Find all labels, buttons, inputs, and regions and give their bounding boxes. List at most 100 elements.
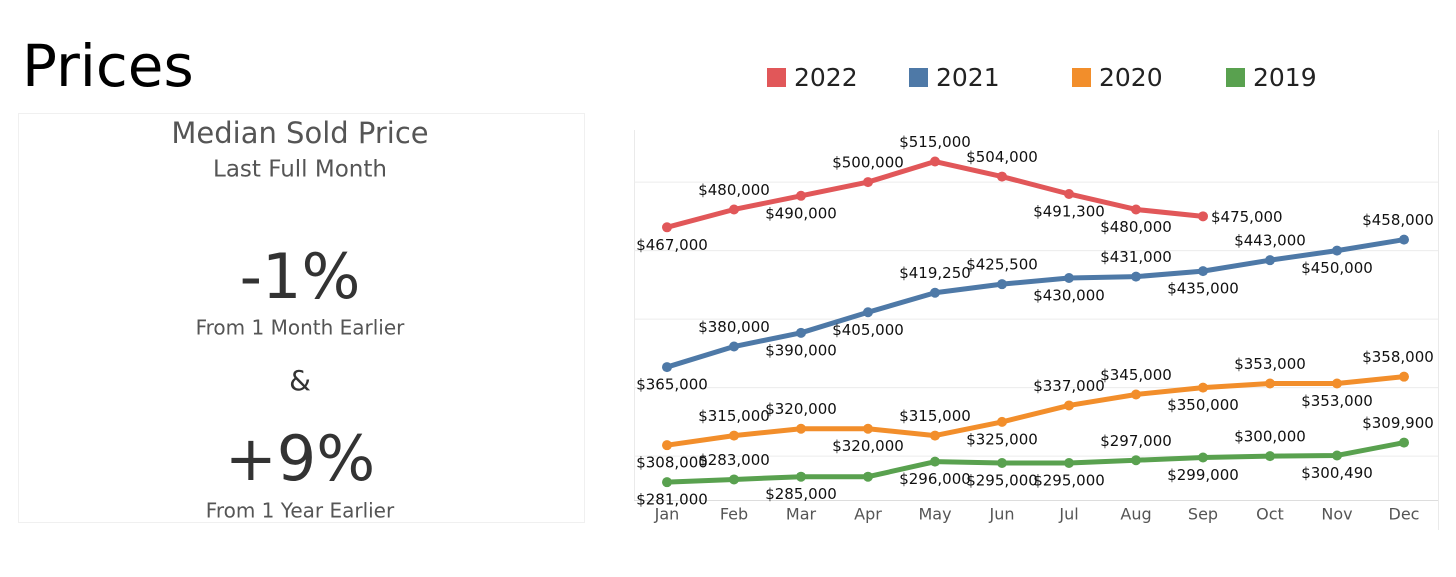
x-tick-label: Jul bbox=[1058, 505, 1078, 524]
point bbox=[1131, 455, 1141, 466]
point bbox=[729, 430, 739, 441]
kpi-subtitle: Last Full Month bbox=[213, 157, 387, 183]
page-title: Prices bbox=[22, 32, 194, 100]
data-label: $480,000 bbox=[1100, 218, 1172, 236]
data-label: $315,000 bbox=[899, 407, 971, 425]
point bbox=[997, 171, 1007, 182]
kpi-separator: & bbox=[289, 364, 311, 397]
data-label: $297,000 bbox=[1100, 432, 1172, 450]
point bbox=[796, 423, 806, 434]
data-label: $320,000 bbox=[832, 437, 904, 455]
series-line bbox=[664, 374, 1407, 448]
data-label: $480,000 bbox=[698, 181, 770, 199]
x-tick-label: Jan bbox=[654, 505, 680, 524]
point bbox=[662, 477, 672, 488]
data-label: $337,000 bbox=[1033, 377, 1105, 395]
point bbox=[863, 471, 873, 482]
data-label: $325,000 bbox=[966, 430, 1038, 448]
point bbox=[1131, 271, 1141, 282]
data-label: $390,000 bbox=[765, 341, 837, 359]
point bbox=[997, 458, 1007, 468]
data-label: $315,000 bbox=[698, 407, 770, 425]
point bbox=[1198, 211, 1208, 222]
data-label: $296,000 bbox=[899, 470, 971, 488]
point bbox=[796, 471, 806, 482]
data-label: $299,000 bbox=[1167, 466, 1239, 484]
data-label: $295,000 bbox=[966, 472, 1038, 490]
point bbox=[930, 456, 940, 467]
point bbox=[930, 287, 940, 298]
legend-swatch bbox=[1226, 68, 1245, 87]
kpi-month-change: -1% bbox=[240, 240, 361, 313]
kpi-month-caption: From 1 Month Earlier bbox=[196, 316, 406, 340]
legend-label: 2022 bbox=[794, 63, 858, 92]
data-label: $308,000 bbox=[636, 454, 708, 472]
data-label: $295,000 bbox=[1033, 472, 1105, 490]
data-label: $491,300 bbox=[1033, 202, 1105, 220]
point bbox=[997, 416, 1007, 427]
data-label: $380,000 bbox=[698, 318, 770, 336]
point bbox=[1332, 378, 1342, 389]
series-line bbox=[664, 237, 1407, 370]
point bbox=[662, 440, 672, 451]
data-label: $283,000 bbox=[698, 451, 770, 469]
kpi-year-change: +9% bbox=[225, 422, 375, 495]
data-label: $504,000 bbox=[966, 148, 1038, 166]
point bbox=[729, 204, 739, 215]
point bbox=[1399, 234, 1409, 245]
x-tick-label: Aug bbox=[1120, 505, 1151, 524]
data-label: $300,490 bbox=[1301, 464, 1373, 482]
point bbox=[1265, 255, 1275, 266]
data-label: $467,000 bbox=[636, 236, 708, 254]
point bbox=[729, 474, 739, 485]
data-label: $500,000 bbox=[832, 154, 904, 172]
data-label: $365,000 bbox=[636, 376, 708, 394]
point bbox=[1332, 245, 1342, 256]
point bbox=[863, 423, 873, 434]
data-label: $425,500 bbox=[966, 256, 1038, 274]
point bbox=[930, 430, 940, 441]
legend-swatch bbox=[1072, 68, 1091, 87]
x-tick-label: Oct bbox=[1256, 505, 1284, 524]
x-tick-label: Sep bbox=[1188, 505, 1218, 524]
data-label: $435,000 bbox=[1167, 280, 1239, 298]
data-label: $431,000 bbox=[1100, 248, 1172, 266]
x-tick-label: Apr bbox=[854, 505, 882, 524]
data-label: $309,900 bbox=[1362, 414, 1434, 432]
point bbox=[662, 222, 672, 233]
legend-swatch bbox=[909, 68, 928, 87]
point bbox=[1198, 452, 1208, 463]
data-label: $490,000 bbox=[765, 204, 837, 222]
point bbox=[1399, 437, 1409, 448]
point bbox=[1064, 188, 1074, 199]
data-label: $430,000 bbox=[1033, 287, 1105, 305]
kpi-year-caption: From 1 Year Earlier bbox=[206, 499, 395, 523]
point bbox=[1399, 371, 1409, 382]
point bbox=[729, 341, 739, 352]
point bbox=[796, 190, 806, 201]
legend-label: 2021 bbox=[936, 63, 1000, 92]
point bbox=[1064, 273, 1074, 283]
point bbox=[1131, 204, 1141, 215]
data-label: $358,000 bbox=[1362, 348, 1434, 366]
data-label: $443,000 bbox=[1234, 232, 1306, 250]
point bbox=[1064, 458, 1074, 468]
kpi-title: Median Sold Price bbox=[171, 116, 428, 150]
x-tick-label: Feb bbox=[720, 505, 748, 524]
data-label: $350,000 bbox=[1167, 396, 1239, 414]
x-tick-label: May bbox=[918, 505, 951, 524]
x-tick-label: Dec bbox=[1389, 505, 1420, 524]
data-label: $405,000 bbox=[832, 321, 904, 339]
x-tick-label: Nov bbox=[1321, 505, 1352, 524]
kpi-card bbox=[18, 113, 585, 523]
x-tick-label: Mar bbox=[786, 505, 817, 524]
point bbox=[863, 307, 873, 318]
point bbox=[1332, 450, 1342, 461]
point bbox=[1265, 451, 1275, 462]
point bbox=[1131, 389, 1141, 400]
point bbox=[796, 327, 806, 338]
legend-label: 2020 bbox=[1099, 63, 1163, 92]
data-label: $353,000 bbox=[1234, 355, 1306, 373]
point bbox=[930, 156, 940, 167]
point bbox=[997, 279, 1007, 290]
